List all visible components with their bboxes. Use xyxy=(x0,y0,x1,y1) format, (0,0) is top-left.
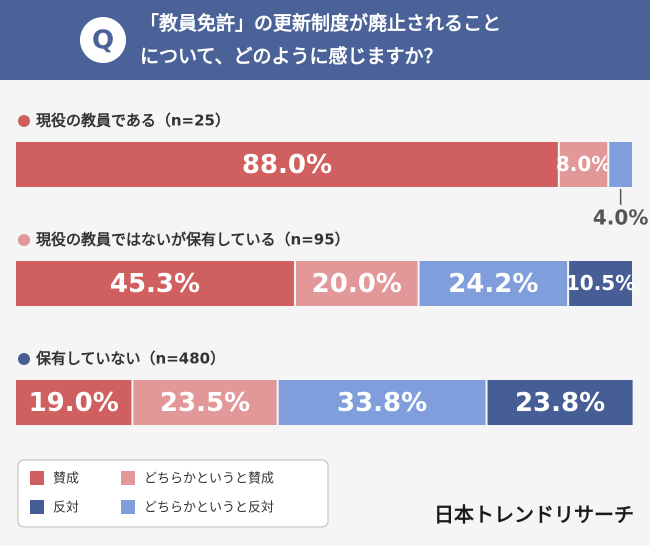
bar-segment xyxy=(278,380,486,425)
group-label: 現役の教員ではないが保有している（n=95） xyxy=(36,231,350,249)
legend-label: どちらかというと反対 xyxy=(144,501,274,516)
legend-swatch xyxy=(30,471,44,485)
bar-segment xyxy=(16,380,132,425)
title-line: 「教員免許」の更新制度が廃止されること xyxy=(140,12,501,35)
value-label: 19.0% xyxy=(29,388,119,418)
value-label: 24.2% xyxy=(448,269,538,299)
value-label: 4.0% xyxy=(593,206,648,230)
bar-segment xyxy=(609,142,632,187)
group-dot xyxy=(18,234,30,246)
bar-segment xyxy=(559,142,608,187)
value-label: 33.8% xyxy=(337,388,427,418)
group-dot xyxy=(18,353,30,365)
value-label: 10.5% xyxy=(566,271,635,295)
bar-segment xyxy=(16,142,558,187)
value-label: 8.0% xyxy=(556,152,611,176)
group-label: 現役の教員である（n=25） xyxy=(36,112,230,130)
legend-label: 反対 xyxy=(53,501,79,516)
brand-logo: 日本トレンドリサーチ xyxy=(434,503,634,527)
bar-segment xyxy=(295,261,418,306)
bar-segment xyxy=(16,261,294,306)
legend-swatch xyxy=(121,500,135,514)
value-label: 45.3% xyxy=(110,269,200,299)
legend-swatch xyxy=(121,471,135,485)
value-label: 23.5% xyxy=(160,388,250,418)
value-label: 23.8% xyxy=(515,388,605,418)
q-badge xyxy=(80,17,126,63)
q-label: Q xyxy=(92,26,114,56)
legend-label: 賛成 xyxy=(53,472,79,487)
legend-swatch xyxy=(30,500,44,514)
value-label: 88.0% xyxy=(242,150,332,180)
group-dot xyxy=(18,115,30,127)
legend-box xyxy=(17,459,329,528)
legend-label: どちらかというと賛成 xyxy=(144,472,274,487)
bar-segment xyxy=(133,380,277,425)
bar-segment xyxy=(487,380,633,425)
group-label: 保有していない（n=480） xyxy=(35,350,225,368)
value-label: 20.0% xyxy=(312,269,402,299)
title-line: について、どのように感じますか？ xyxy=(140,45,442,68)
bar-segment xyxy=(419,261,568,306)
bar-segment xyxy=(569,261,632,306)
